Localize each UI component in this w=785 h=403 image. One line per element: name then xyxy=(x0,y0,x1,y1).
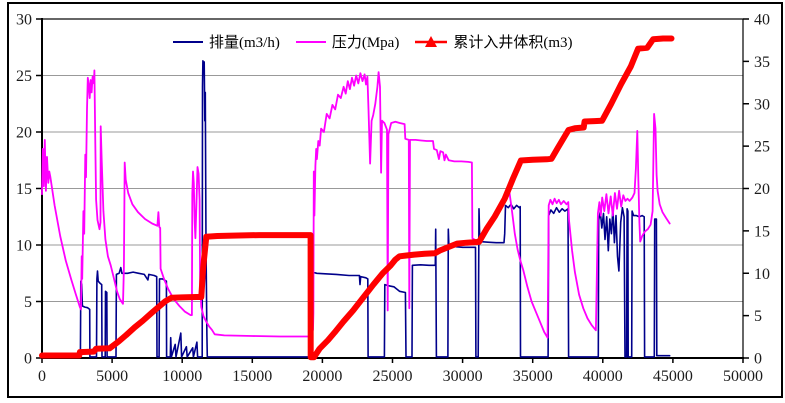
x-tick-label: 15000 xyxy=(232,368,272,385)
y-left-tick-label: 10 xyxy=(16,238,32,255)
y-left-tick-label: 0 xyxy=(24,351,32,368)
y-left-tick-label: 30 xyxy=(16,12,32,29)
x-tick-label: 20000 xyxy=(302,368,342,385)
series-pressure[interactable] xyxy=(41,69,671,339)
y-right-tick-label: 40 xyxy=(754,12,770,29)
legend-label-cumulative-volume: 累计入井体积(m3) xyxy=(453,35,573,51)
y-left-tick-label: 25 xyxy=(16,68,32,85)
y-left-tick-label: 15 xyxy=(16,181,32,198)
legend-label-pressure: 压力(Mpa) xyxy=(331,35,400,51)
y-right-tick-label: 25 xyxy=(754,139,770,156)
legend-item-cumulative-volume[interactable]: 累计入井体积(m3) xyxy=(414,31,573,52)
y-right-tick-label: 0 xyxy=(754,351,762,368)
series-flow-rate[interactable] xyxy=(41,59,671,358)
chart-legend: 排量(m3/h) 压力(Mpa) 累计入井体积(m3) xyxy=(172,31,573,52)
y-right-tick-label: 5 xyxy=(754,308,762,325)
flow-rate-line-icon xyxy=(173,40,203,43)
x-tick-label: 0 xyxy=(38,368,46,385)
y-right-tick-label: 35 xyxy=(754,54,770,71)
x-tick-label: 25000 xyxy=(373,368,413,385)
cumulative-volume-line-triangle-icon xyxy=(415,35,448,47)
x-tick-label: 10000 xyxy=(162,368,202,385)
outer-border xyxy=(7,2,783,398)
x-tick-label: 30000 xyxy=(443,368,483,385)
pressure-line-icon xyxy=(295,40,326,43)
legend-item-pressure[interactable]: 压力(Mpa) xyxy=(295,31,400,52)
y-left-tick-label: 5 xyxy=(24,294,32,311)
x-tick-label: 5000 xyxy=(96,368,128,385)
x-tick-label: 45000 xyxy=(653,368,693,385)
y-right-tick-label: 15 xyxy=(754,223,770,240)
y-right-tick-label: 10 xyxy=(754,266,770,283)
series-cumulative-volume[interactable] xyxy=(39,35,675,361)
x-tick-label: 40000 xyxy=(583,368,623,385)
x-tick-label: 35000 xyxy=(513,368,553,385)
y-left-tick-label: 20 xyxy=(16,125,32,142)
x-tick-label: 50000 xyxy=(723,368,763,385)
legend-item-flow-rate[interactable]: 排量(m3/h) xyxy=(172,31,280,52)
y-right-tick-label: 30 xyxy=(754,96,770,113)
legend-label-flow-rate: 排量(m3/h) xyxy=(209,35,280,51)
y-right-tick-label: 20 xyxy=(754,181,770,198)
